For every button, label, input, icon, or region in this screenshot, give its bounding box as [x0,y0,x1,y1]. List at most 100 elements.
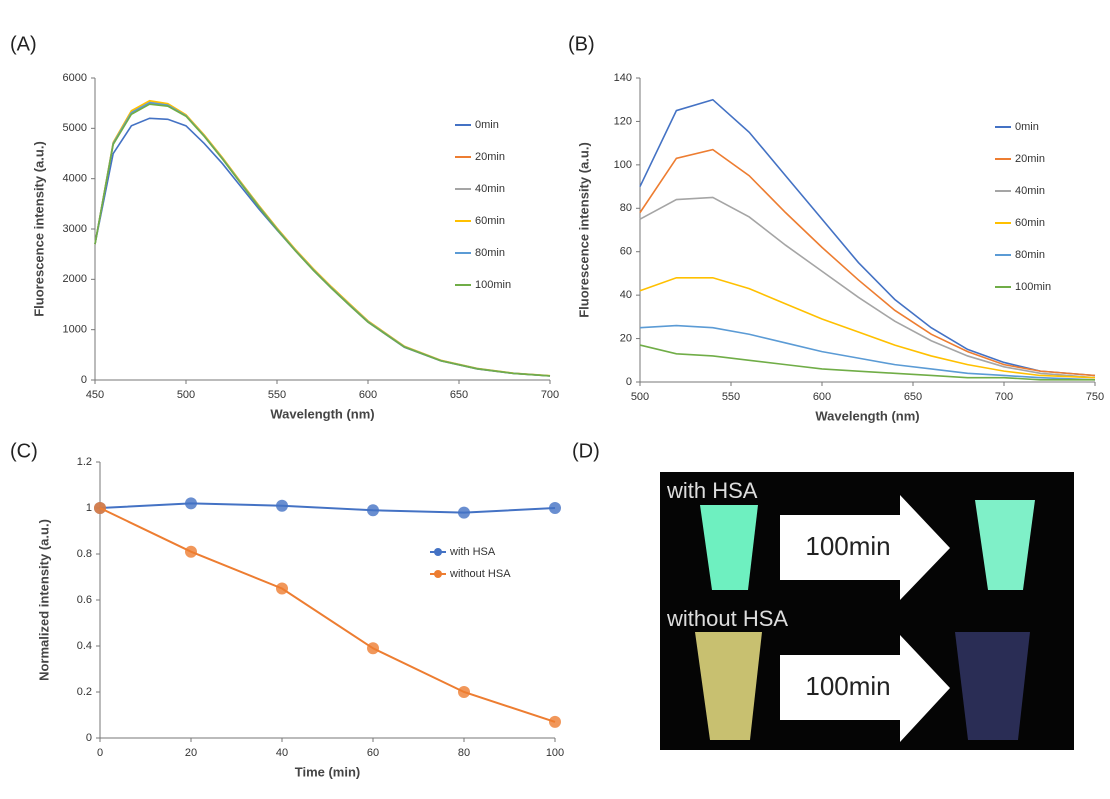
arrow [780,495,950,600]
y-axis-label: Fluorescence intensity (a.u.) [576,142,591,318]
data-point [185,545,197,558]
y-tick-label: 1 [86,502,92,514]
tube [975,500,1035,590]
legend-label: 0min [475,119,499,131]
x-tick-label: 450 [86,389,104,401]
series-line [94,101,551,377]
legend-label: 100min [475,279,511,291]
panel-label: (B) [568,33,595,55]
y-tick-label: 0.8 [77,548,92,560]
y-tick-label: 6000 [63,72,87,84]
x-tick-label: 600 [359,389,377,401]
series-line [639,344,1095,381]
legend-label: 40min [1015,185,1045,197]
data-point [185,497,197,510]
y-tick-label: 0 [626,376,632,388]
legend-label: 20min [1015,153,1045,165]
y-tick-label: 1.2 [77,456,92,468]
panel-label: (C) [10,440,38,462]
y-tick-label: 5000 [63,122,87,134]
series-line [639,196,1096,379]
y-axis-label: Fluorescence intensity (a.u.) [31,141,46,317]
photo-label: without HSA [666,606,788,631]
legend-label: 40min [475,183,505,195]
series-line [639,324,1096,381]
arrow-label: 100min [805,671,890,701]
legend-label: 80min [1015,249,1045,261]
x-tick-label: 700 [995,391,1013,403]
x-tick-label: 650 [450,389,468,401]
data-point [276,582,288,595]
data-point [549,715,561,728]
data-point [276,499,288,512]
x-tick-label: 550 [268,389,286,401]
panel-label: (D) [572,440,600,462]
x-tick-label: 100 [546,747,564,759]
series-line [94,102,551,377]
legend-label: 60min [475,215,505,227]
tube [700,505,758,590]
y-tick-label: 0.4 [77,640,92,652]
y-tick-label: 0.2 [77,686,92,698]
y-tick-label: 2000 [63,273,87,285]
series-line [639,98,1096,377]
x-tick-label: 0 [97,747,103,759]
legend-label: without HSA [449,568,511,580]
y-tick-label: 60 [620,246,632,258]
x-axis-label: Time (min) [295,764,361,779]
data-point [367,504,379,517]
legend-marker [434,548,442,556]
y-tick-label: 3000 [63,223,87,235]
data-point [94,502,106,514]
tube [695,632,762,740]
x-tick-label: 80 [458,747,470,759]
data-point [549,502,561,514]
legend-marker [434,570,442,578]
data-point [367,642,379,655]
legend-label: 80min [475,247,505,259]
chart: (A) 450 500 550 600 650 700 0 1000 2000 3000 4000 50… [10,33,559,421]
y-tick-label: 4000 [63,173,87,185]
data-point [458,506,470,519]
legend-label: with HSA [449,546,496,558]
x-tick-label: 700 [541,389,559,401]
series-line [639,148,1096,377]
legend-label: 60min [1015,217,1045,229]
y-tick-label: 140 [614,72,632,84]
x-tick-label: 600 [813,391,831,403]
y-tick-label: 1000 [63,324,87,336]
x-tick-label: 650 [904,391,922,403]
x-tick-label: 60 [367,747,379,759]
legend-label: 100min [1015,281,1051,293]
arrow-label: 100min [805,531,890,561]
series-line [639,276,1096,379]
legend-label: 0min [1015,121,1039,133]
x-tick-label: 40 [276,747,288,759]
series-line [99,507,556,723]
x-tick-label: 20 [185,747,197,759]
x-axis-label: Wavelength (nm) [815,408,919,423]
photo-label: with HSA [666,478,758,503]
series-line [94,99,551,377]
x-tick-label: 500 [631,391,649,403]
y-tick-label: 100 [614,159,632,171]
y-tick-label: 120 [614,115,632,127]
series-line [94,101,551,377]
series-line [99,502,556,514]
y-tick-label: 0 [86,732,92,744]
y-tick-label: 0.6 [77,594,92,606]
data-point [458,686,470,698]
y-tick-label: 80 [620,202,632,214]
x-axis-label: Wavelength (nm) [270,406,374,421]
chart: (B) 500 550 600 650 700 750 0 20 40 60 80 100 120 140 W… [568,33,1104,423]
x-tick-label: 750 [1086,391,1104,403]
series-line [94,103,551,377]
panel-label: (A) [10,33,37,55]
photo-panel: (D) with HSA without HSA 100min 100min [572,440,1074,750]
y-tick-label: 20 [620,332,632,344]
x-tick-label: 500 [177,389,195,401]
chart: (C) 0 20 40 60 80 100 0 0.2 0.4 0.6 0.8 1 1.2 Time (mi… [10,440,564,779]
y-tick-label: 0 [81,374,87,386]
